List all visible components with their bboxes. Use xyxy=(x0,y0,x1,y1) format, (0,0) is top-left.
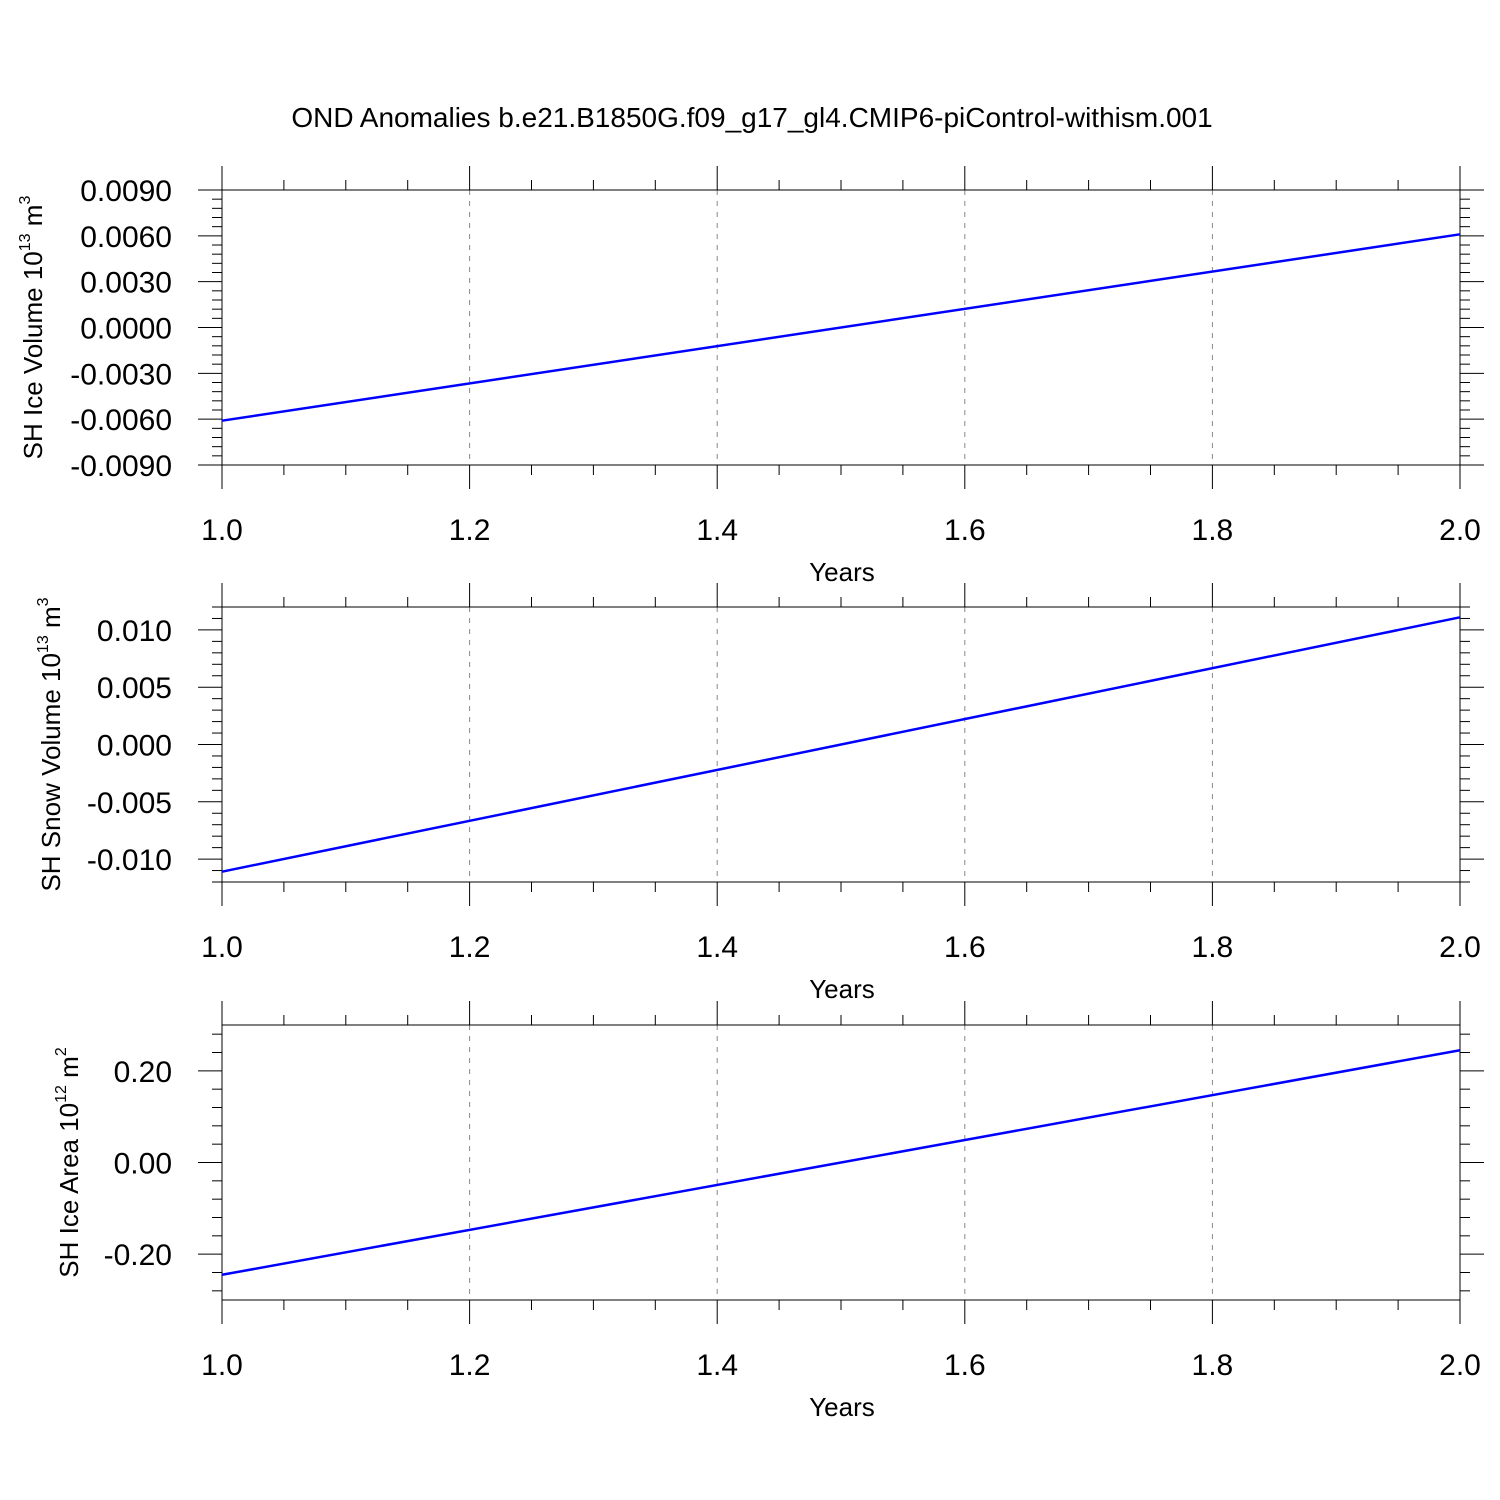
x-tick-label: 1.0 xyxy=(201,931,243,964)
x-tick-label: 1.4 xyxy=(696,1349,738,1382)
x-axis-label: Years xyxy=(809,557,875,587)
y-tick-label: 0.0030 xyxy=(80,267,172,300)
x-tick-label: 1.4 xyxy=(696,514,738,547)
y-tick-label: 0.010 xyxy=(97,615,172,648)
y-axis-label: SH Snow Volume 1013 m3 xyxy=(35,597,66,891)
y-tick-label: -0.010 xyxy=(87,844,172,877)
x-tick-label: 1.8 xyxy=(1192,931,1234,964)
panel-snow-volume: 1.0 1.2 1.4 1.6 1.8 2.0 -0.010 -0.005 0.000 0.005… xyxy=(35,583,1484,1004)
y-tick-label: 0.0060 xyxy=(80,221,172,254)
panel-ice-volume: 1.0 1.2 1.4 1.6 1.8 2.0 -0.0090 -0.0060 -0.0030 0… xyxy=(17,166,1484,587)
y-tick-label: 0.00 xyxy=(114,1148,172,1181)
series-line xyxy=(221,616,1461,873)
x-tick-label: 2.0 xyxy=(1439,1349,1481,1382)
x-tick-label: 1.2 xyxy=(449,931,491,964)
y-tick-label: 0.0000 xyxy=(80,313,172,346)
x-axis-label: Years xyxy=(809,1392,875,1422)
x-tick-label: 1.0 xyxy=(201,514,243,547)
y-tick-label: 0.005 xyxy=(97,672,172,705)
y-axis-label: SH Ice Volume 1013 m3 xyxy=(17,196,48,460)
x-tick-label: 1.0 xyxy=(201,1349,243,1382)
x-tick-label: 1.8 xyxy=(1192,514,1234,547)
x-tick-label: 1.8 xyxy=(1192,1349,1234,1382)
x-tick-label: 1.4 xyxy=(696,931,738,964)
y-tick-label: -0.005 xyxy=(87,787,172,820)
x-axis-label: Years xyxy=(809,974,875,1004)
y-axis-label: SH Ice Area 1012 m2 xyxy=(53,1047,84,1278)
series-line xyxy=(221,1048,1461,1277)
x-tick-label: 1.6 xyxy=(944,514,986,547)
y-tick-label: -0.0030 xyxy=(70,358,172,391)
x-tick-label: 1.2 xyxy=(449,514,491,547)
panel-ice-area: 1.0 1.2 1.4 1.6 1.8 2.0 -0.20 0.00 0.20 Years SH I… xyxy=(53,1001,1484,1422)
x-tick-label: 1.6 xyxy=(944,1349,986,1382)
y-tick-label: -0.20 xyxy=(104,1239,172,1272)
x-tick-label: 1.6 xyxy=(944,931,986,964)
x-tick-label: 2.0 xyxy=(1439,931,1481,964)
y-tick-label: 0.20 xyxy=(114,1056,172,1089)
x-tick-label: 1.2 xyxy=(449,1349,491,1382)
x-tick-label: 2.0 xyxy=(1439,514,1481,547)
y-tick-label: -0.0090 xyxy=(70,450,172,483)
figure-title: OND Anomalies b.e21.B1850G.f09_g17_gl4.C… xyxy=(291,102,1212,133)
y-tick-label: 0.000 xyxy=(97,730,172,763)
panels: 1.0 1.2 1.4 1.6 1.8 2.0 -0.0090 -0.0060 -0.0030 0… xyxy=(17,166,1484,1422)
y-tick-label: -0.0060 xyxy=(70,404,172,437)
y-tick-label: 0.0090 xyxy=(80,175,172,208)
series-line xyxy=(221,233,1461,422)
